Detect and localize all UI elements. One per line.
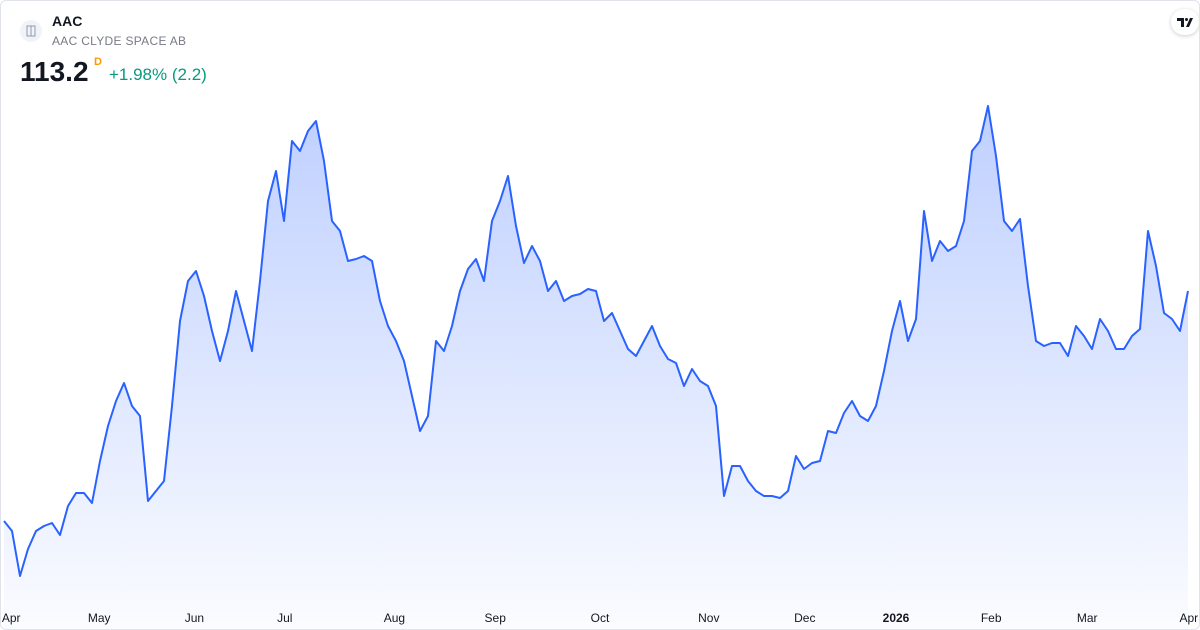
- x-tick-label: Nov: [698, 611, 719, 625]
- icon-graphic: [26, 25, 36, 37]
- area: [4, 106, 1188, 629]
- x-tick-label: Apr: [1179, 611, 1198, 625]
- change: +1.98% (2.2): [109, 65, 207, 84]
- x-tick-label: 2026: [883, 611, 910, 625]
- x-tick-label: Jul: [277, 611, 292, 625]
- interval: D: [94, 56, 102, 68]
- x-tick-label: Apr: [2, 611, 21, 625]
- symbol-icon: [20, 20, 42, 42]
- price: 113.2: [20, 56, 89, 87]
- x-tick-label: Dec: [794, 611, 815, 625]
- logo[interactable]: [1171, 9, 1199, 35]
- x-tick-label: Jun: [185, 611, 204, 625]
- x-tick-label: Sep: [485, 611, 507, 625]
- x-tick-label: Aug: [384, 611, 405, 625]
- logo-graphic: [1177, 18, 1193, 27]
- x-tick-label: May: [88, 611, 111, 625]
- x-tick-label: Feb: [981, 611, 1002, 625]
- price-line: [3, 105, 1189, 577]
- x-tick-label: Mar: [1077, 611, 1098, 625]
- symbol: AAC: [52, 13, 83, 29]
- x-tick-label: Oct: [591, 611, 610, 625]
- company-name: AAC CLYDE SPACE AB: [52, 34, 187, 48]
